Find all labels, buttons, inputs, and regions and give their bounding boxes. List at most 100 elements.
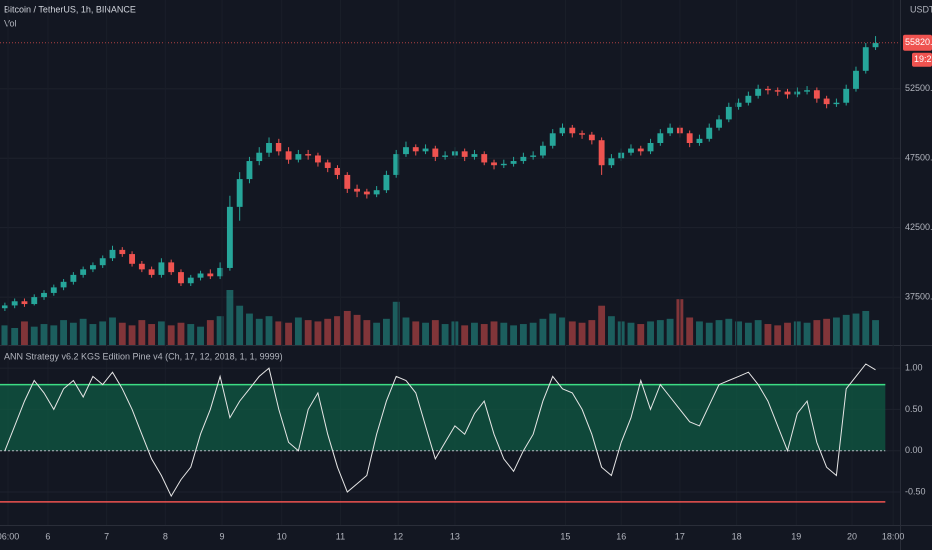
symbol-title: Bitcoin / TetherUS, 1h, BINANCE <box>4 4 136 14</box>
volume-bar <box>764 324 772 345</box>
volume-bar <box>128 325 136 345</box>
volume-bar <box>50 325 58 345</box>
candle-body <box>285 151 292 160</box>
volume-bar <box>490 321 498 345</box>
volume-bar <box>686 317 694 345</box>
indicator-line <box>4 363 876 498</box>
volume-bar <box>500 322 508 345</box>
x-tick-label: 6 <box>45 531 50 541</box>
candle-body <box>119 249 126 255</box>
candle-body <box>432 148 439 157</box>
candle-body <box>158 262 165 275</box>
volume-bar <box>598 305 606 345</box>
candle-body <box>109 249 116 259</box>
volume-bar <box>30 326 38 345</box>
candle-body <box>608 158 615 166</box>
candle-body <box>813 90 820 99</box>
candle-body <box>667 127 674 134</box>
volume-bar <box>647 321 654 345</box>
volume-bar <box>725 318 733 345</box>
volume-bar <box>1 325 9 345</box>
volume-bar <box>314 321 322 345</box>
volume-bar <box>793 321 801 345</box>
last-price-label: 55820.50 <box>905 37 932 47</box>
x-tick-label: 12 <box>393 531 403 541</box>
volume-bar <box>735 321 743 345</box>
volume-bar <box>422 322 429 345</box>
candle-body <box>275 142 282 152</box>
volume-bar <box>285 322 293 345</box>
volume-bar <box>118 322 126 345</box>
candle-body <box>334 167 341 175</box>
candle-body <box>549 133 556 146</box>
volume-label: Vol <box>4 18 17 28</box>
candle-body <box>422 148 429 152</box>
x-tick-label: 11 <box>336 531 345 541</box>
last-price-tag <box>903 34 932 51</box>
candle-body <box>804 90 810 92</box>
volume-bar <box>246 313 253 345</box>
volume-bar <box>607 316 615 345</box>
candle-body <box>31 297 38 305</box>
x-tick-label: 19 <box>791 531 801 541</box>
y-tick-label: 42500.00 <box>905 222 932 232</box>
indicator-title: ANN Strategy v6.2 KGS Edition Pine v4 (C… <box>4 351 283 361</box>
candle-body <box>461 151 468 157</box>
candle-body <box>1 305 8 309</box>
y-tick-label: -0.50 <box>905 486 926 496</box>
candle-body <box>774 90 781 92</box>
volume-bar <box>578 322 586 345</box>
volume-bar <box>275 321 283 345</box>
volume-bar <box>392 301 400 345</box>
volume-bar <box>588 320 596 345</box>
candle-body <box>442 155 449 157</box>
volume-bar <box>226 290 234 345</box>
candle-body <box>168 262 175 273</box>
volume-bar <box>568 321 576 345</box>
volume-bar <box>431 320 439 345</box>
volume-bar <box>138 320 146 345</box>
candle-body <box>471 154 478 157</box>
countdown-tag <box>912 52 932 67</box>
candle-body <box>588 134 595 141</box>
volume-bar <box>852 313 860 345</box>
volume-bar <box>148 324 156 345</box>
candle-body <box>500 163 507 166</box>
candle-body <box>187 277 194 284</box>
volume-bar <box>373 322 381 345</box>
volume-bar <box>265 316 273 345</box>
candle-body <box>50 287 57 293</box>
y-tick-label: 0.00 <box>905 445 923 455</box>
volume-bar <box>69 322 77 345</box>
volume-bar <box>187 324 195 345</box>
volume-bar <box>559 317 566 345</box>
candle-body <box>11 301 18 306</box>
candle-body <box>569 127 576 134</box>
candle-body <box>686 133 693 143</box>
candle-body <box>21 301 28 305</box>
x-tick-label: 17 <box>675 531 685 541</box>
candle-body <box>765 88 771 91</box>
y-tick-label: 52500.00 <box>905 83 932 93</box>
candle-body <box>403 147 409 155</box>
candle-body <box>226 206 233 268</box>
candle-body <box>383 174 390 191</box>
candle-body <box>510 161 517 164</box>
volume-bar <box>382 318 390 345</box>
candle-body <box>197 273 204 278</box>
y-tick-label: 0.50 <box>905 404 923 414</box>
candle-body <box>735 102 742 107</box>
candle-body <box>80 269 87 275</box>
volume-bar <box>353 314 361 345</box>
candle-body <box>481 154 488 163</box>
volume-bar <box>666 318 674 345</box>
volume-bar <box>441 324 449 345</box>
candle-body <box>70 274 77 282</box>
volume-bar <box>696 321 703 345</box>
volume-bar <box>461 325 469 345</box>
volume-bar <box>784 322 791 345</box>
x-tick-label: 10 <box>277 531 287 541</box>
volume-bar <box>255 318 263 345</box>
candle-body <box>794 91 801 95</box>
